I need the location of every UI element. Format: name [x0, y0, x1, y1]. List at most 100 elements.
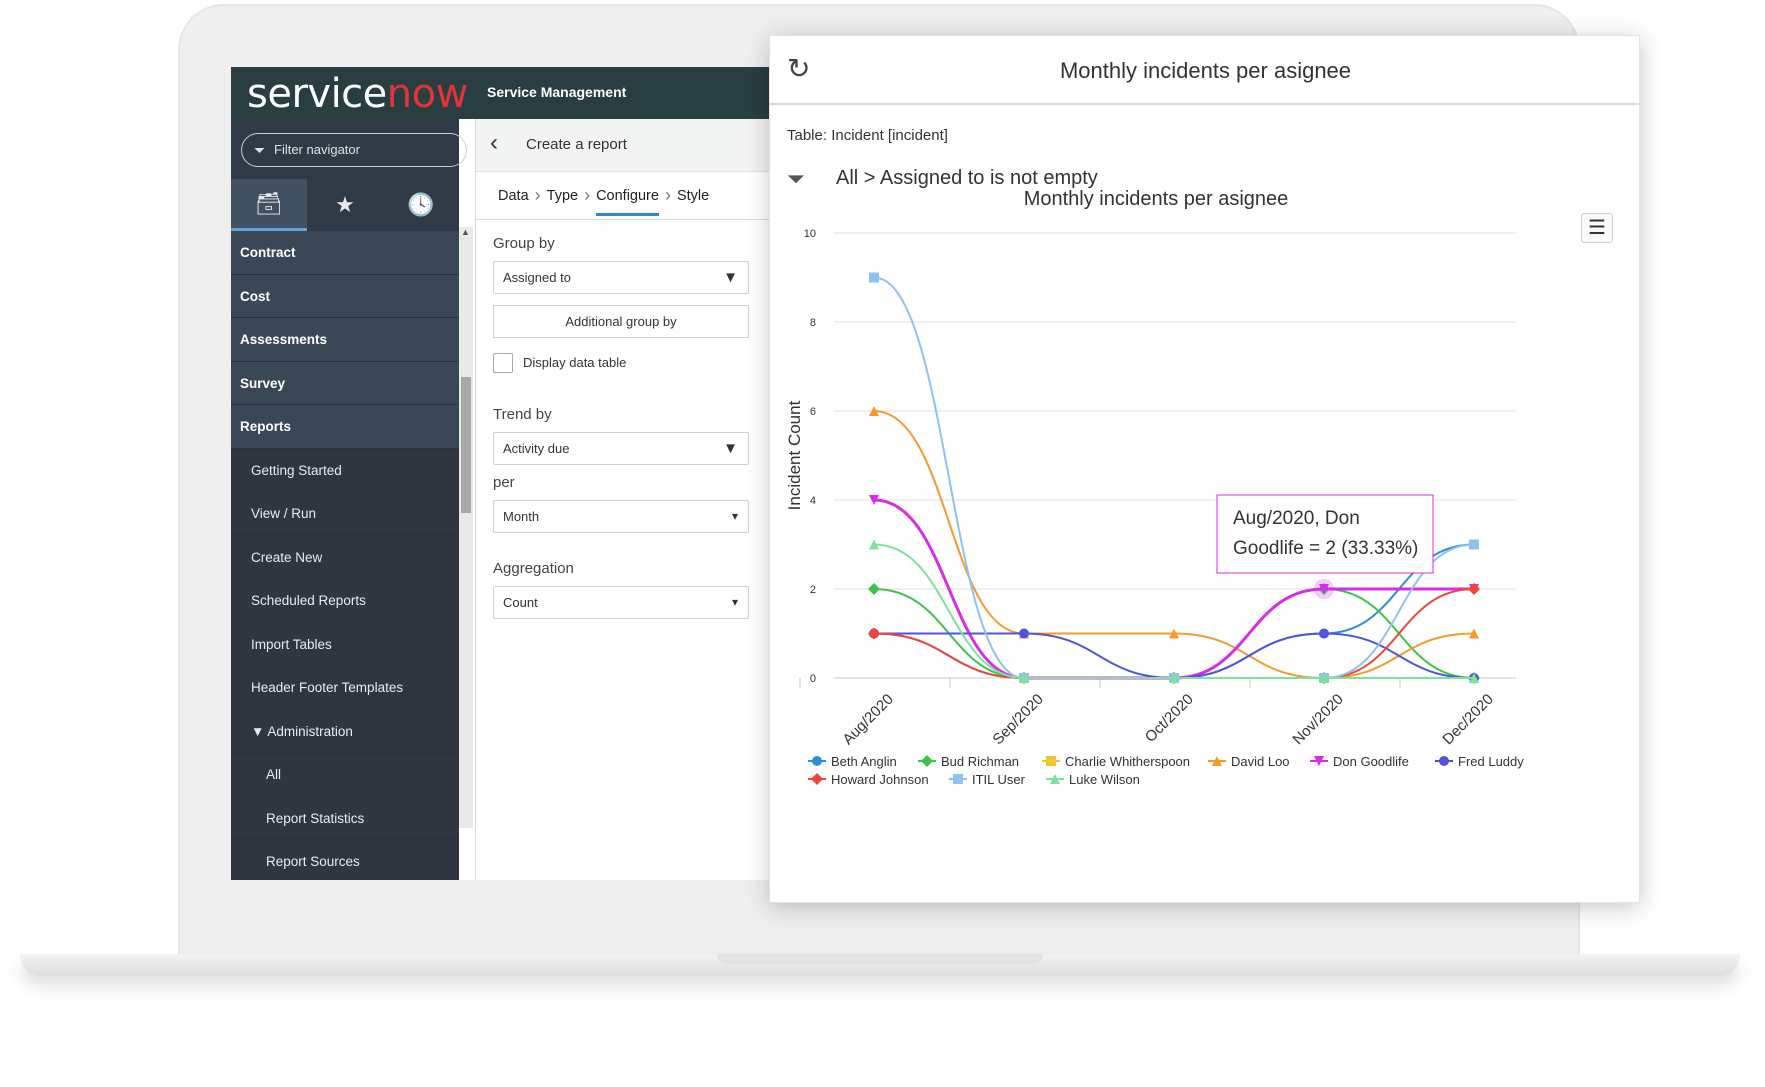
step-configure[interactable]: Configure	[596, 188, 659, 216]
data-point	[1019, 673, 1029, 683]
legend-label: Fred Luddy	[1458, 754, 1524, 769]
legend-marker	[1212, 756, 1222, 766]
report-card: ↻ Monthly incidents per asignee Table: I…	[769, 35, 1641, 903]
legend-marker	[1314, 756, 1324, 766]
trend-by-value: Activity due	[503, 441, 570, 456]
legend-marker	[953, 774, 963, 784]
filter-navigator-input[interactable]: ⏷ Filter navigator	[241, 133, 467, 167]
hamburger-icon: ☰	[1588, 217, 1606, 239]
nav-item[interactable]: View / Run	[231, 492, 459, 536]
chevron-right-icon: ›	[584, 185, 591, 205]
nav-item[interactable]: Cost	[231, 274, 459, 318]
tab-history[interactable]: 🕓	[383, 179, 459, 231]
x-tick-label: Aug/2020	[839, 691, 896, 748]
servicenow-logo[interactable]: servicenow	[247, 71, 468, 117]
laptop-notch	[717, 954, 1043, 964]
data-point	[869, 406, 879, 416]
per-select[interactable]: Month ▾	[493, 500, 749, 533]
y-axis-label: Incident Count	[785, 400, 804, 510]
series-line	[873, 632, 1475, 680]
legend-label: David Loo	[1231, 754, 1290, 769]
step-type[interactable]: Type	[546, 187, 579, 204]
data-point	[1019, 628, 1029, 639]
app-header: servicenow Service Management	[231, 67, 831, 119]
legend-marker	[921, 755, 933, 767]
nav-scrollbar[interactable]: ▲	[459, 227, 473, 828]
divider	[476, 219, 831, 220]
archive-icon: 🗃	[255, 190, 283, 216]
nav-item[interactable]: Assessments	[231, 318, 459, 362]
step-style[interactable]: Style	[676, 187, 710, 204]
data-point	[869, 272, 879, 283]
data-point	[869, 539, 879, 550]
nav-item[interactable]: Scheduled Reports	[231, 579, 459, 623]
chevron-right-icon: ›	[664, 185, 671, 205]
chart-title: Monthly incidents per asignee	[1024, 188, 1289, 210]
data-point	[1468, 583, 1480, 595]
nav-item[interactable]: All	[231, 753, 459, 797]
step-data[interactable]: Data	[498, 187, 529, 204]
filter-condition[interactable]: All > Assigned to is not empty	[836, 167, 1098, 189]
legend-label: Charlie Whitherspoon	[1065, 754, 1190, 769]
nav-item[interactable]: Reports	[231, 405, 459, 449]
y-tick-label: 0	[810, 673, 816, 685]
nav-item[interactable]: Survey	[231, 361, 459, 405]
tab-favorites[interactable]: ★	[307, 179, 383, 231]
nav-item[interactable]: Contract	[231, 231, 459, 275]
nav-item[interactable]: Import Tables	[231, 622, 459, 666]
chart-menu-button[interactable]: ☰	[1581, 213, 1613, 243]
nav-item[interactable]: Create New	[231, 535, 459, 579]
data-point	[1469, 673, 1479, 683]
data-point	[1469, 628, 1479, 639]
wizard-steps: Data › Type › Configure › Style	[498, 185, 710, 216]
clock-icon: 🕓	[407, 192, 435, 217]
legend-marker	[1046, 756, 1056, 766]
tab-all-apps[interactable]: 🗃	[231, 179, 307, 231]
y-tick-label: 4	[810, 495, 816, 507]
tooltip-box	[1216, 494, 1434, 574]
nav-item[interactable]: Report Sources	[231, 840, 459, 880]
legend-label: Luke Wilson	[1069, 772, 1140, 787]
group-by-value: Assigned to	[503, 270, 571, 285]
y-tick-label: 2	[810, 584, 816, 596]
nav-module-list: Contract Cost Assessments Survey Reports Gett…	[231, 231, 459, 880]
nav-item[interactable]: Report Statistics	[231, 796, 459, 840]
funnel-icon[interactable]: ⏷	[787, 166, 805, 191]
refresh-icon[interactable]: ↻	[787, 53, 811, 84]
x-tick-label: Nov/2020	[1289, 691, 1346, 748]
data-point	[868, 583, 880, 595]
legend-label: Beth Anglin	[831, 754, 897, 769]
nav-tabs: 🗃 ★ 🕓	[231, 179, 459, 231]
scrollbar-thumb[interactable]	[461, 377, 471, 513]
display-data-table-checkbox[interactable]	[493, 353, 513, 373]
data-point	[1319, 584, 1329, 594]
y-tick-label: 6	[810, 406, 816, 418]
dropdown-caret-icon: ▾	[731, 509, 738, 523]
left-navigator: ⏷ Filter navigator 🗃 ★ 🕓 Contract Cost Ass…	[231, 119, 467, 880]
dropdown-caret-icon: ▼	[723, 440, 738, 457]
legend-label: Howard Johnson	[831, 772, 929, 787]
data-point	[869, 495, 879, 505]
data-point	[1169, 673, 1179, 683]
display-data-table-label: Display data table	[523, 355, 627, 370]
back-arrow-icon[interactable]: ‹	[490, 129, 498, 156]
trend-by-select[interactable]: Activity due ▼	[493, 432, 749, 465]
data-point	[1169, 628, 1179, 639]
funnel-icon: ⏷	[254, 142, 266, 158]
data-point	[1319, 628, 1329, 639]
additional-group-by-button[interactable]: Additional group by	[493, 305, 749, 338]
per-label: per	[493, 474, 515, 491]
dropdown-caret-icon: ▼	[723, 269, 738, 286]
nav-item[interactable]: ▼ Administration	[231, 709, 459, 753]
aggregation-value: Count	[503, 595, 538, 610]
nav-item[interactable]: Getting Started	[231, 448, 459, 492]
aggregation-select[interactable]: Count ▾	[493, 586, 749, 619]
legend-label: Bud Richman	[941, 754, 1019, 769]
nav-item[interactable]: Header Footer Templates	[231, 666, 459, 710]
scroll-up-icon[interactable]: ▲	[461, 227, 470, 237]
group-by-select[interactable]: Assigned to ▼	[493, 261, 749, 294]
tooltip-line-1: Aug/2020, Don	[1233, 508, 1360, 529]
legend-marker	[812, 756, 822, 766]
y-tick-label: 8	[810, 317, 816, 329]
card-title: Monthly incidents per asignee	[1059, 58, 1352, 83]
